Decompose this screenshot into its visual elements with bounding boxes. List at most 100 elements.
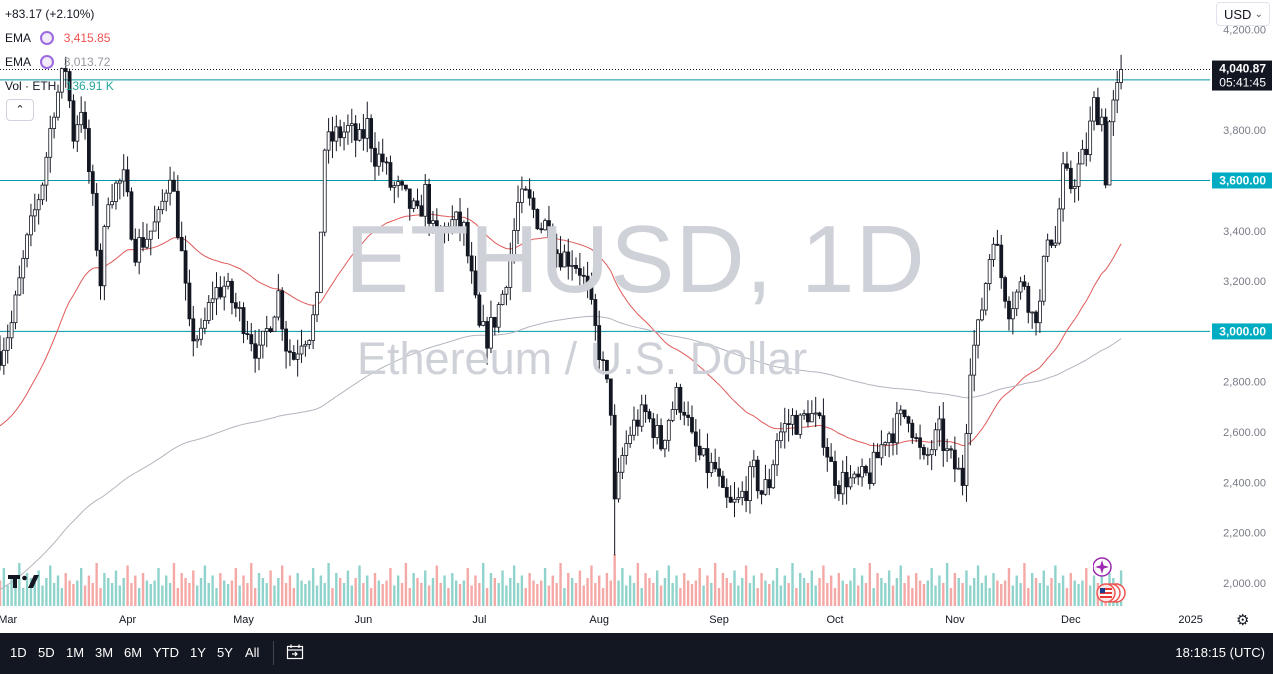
candle-body <box>404 185 407 189</box>
timeframe-5y-button[interactable]: 5Y <box>217 645 233 660</box>
timeframe-3m-button[interactable]: 3M <box>95 645 113 660</box>
timeframe-all-button[interactable]: All <box>245 645 259 660</box>
volume-bar <box>238 586 240 607</box>
volume-label: Vol · ETH <box>5 79 56 93</box>
volume-bar <box>223 581 225 607</box>
timeframe-1d-button[interactable]: 1D <box>10 645 27 660</box>
candle-body <box>292 352 295 359</box>
volume-bar <box>865 583 867 606</box>
volume-bar <box>586 578 588 606</box>
candle-body <box>300 346 303 354</box>
candle-body <box>853 474 856 478</box>
volume-bar <box>300 581 302 607</box>
volume-bar <box>845 584 847 606</box>
candle <box>733 482 736 517</box>
time-tick-label: Mar <box>0 614 18 626</box>
candle <box>737 488 740 504</box>
candle-body <box>748 467 751 501</box>
cycle-icon[interactable] <box>40 55 54 69</box>
candle <box>242 302 245 343</box>
cycle-icon[interactable] <box>40 31 54 45</box>
candle-body <box>683 412 686 415</box>
volume-bar <box>316 586 318 607</box>
candle-body <box>250 335 253 344</box>
candle <box>942 402 945 467</box>
candle-body <box>764 480 767 495</box>
volume-legend[interactable]: Vol · ETH 136.91 K <box>5 79 114 93</box>
volume-bar <box>760 573 762 606</box>
price-axis[interactable]: 2,000.00 2,200.00 2,400.00 2,600.00 2,800.00… <box>1212 25 1272 591</box>
ema-fast-legend[interactable]: EMA 3,415.85 <box>5 31 110 45</box>
volume-bar <box>188 583 190 606</box>
candle <box>710 453 713 477</box>
volume-bar <box>656 571 658 607</box>
volume-bar <box>687 581 689 607</box>
collapse-legend-button[interactable]: ⌃ <box>6 99 34 121</box>
candle-body <box>946 449 949 451</box>
candle-body <box>996 244 999 245</box>
candle-body <box>795 415 798 434</box>
candle <box>841 460 844 504</box>
candle <box>265 316 268 347</box>
volume-bar <box>335 573 337 606</box>
candle-body <box>992 244 995 259</box>
volume-bar <box>934 586 936 607</box>
tradingview-logo[interactable] <box>8 573 40 594</box>
sparkle-icon[interactable] <box>1093 558 1111 576</box>
candle-body <box>0 352 2 366</box>
volume-bar <box>354 578 356 606</box>
date-range-icon[interactable] <box>286 643 304 661</box>
event-badges[interactable] <box>1093 557 1133 610</box>
timeframe-6m-button[interactable]: 6M <box>124 645 142 660</box>
candle <box>992 237 995 267</box>
candle <box>211 282 214 321</box>
timeframe-ytd-button[interactable]: YTD <box>153 645 179 660</box>
timeframe-1m-button[interactable]: 1M <box>66 645 84 660</box>
volume-bar <box>907 576 909 607</box>
volume-bar <box>242 576 244 607</box>
price-tick-label: 2,800.00 <box>1223 377 1266 389</box>
candle <box>799 413 802 438</box>
volume-bar <box>849 581 851 607</box>
candle-body <box>95 193 98 250</box>
volume-bar <box>262 578 264 606</box>
timeframe-5d-button[interactable]: 5D <box>38 645 55 660</box>
volume-bar <box>702 586 704 607</box>
volume-bar <box>691 584 693 606</box>
candle <box>323 149 326 237</box>
candle <box>621 447 624 479</box>
candle <box>165 189 168 211</box>
candle <box>381 139 384 172</box>
candle-body <box>1073 186 1076 188</box>
candle <box>292 345 295 360</box>
price-chart[interactable]: 2,000.00 2,200.00 2,400.00 2,600.00 2,800.00… <box>0 0 1273 633</box>
candle-body <box>315 293 318 315</box>
volume-bar <box>142 573 144 606</box>
volume-bar <box>1027 588 1029 606</box>
volume-bar <box>389 568 391 606</box>
candle-body <box>953 450 956 469</box>
candle <box>984 282 987 315</box>
timeframe-1y-button[interactable]: 1Y <box>190 645 206 660</box>
volume-bar <box>424 571 426 607</box>
ema-slow-legend[interactable]: EMA 3,013.72 <box>5 55 110 69</box>
volume-bar <box>320 576 322 607</box>
candle <box>946 439 949 462</box>
candle <box>373 132 376 180</box>
us-flag-icon[interactable] <box>1097 584 1125 602</box>
candle-body <box>269 329 272 332</box>
utc-clock[interactable]: 18:18:15 (UTC) <box>1175 645 1265 660</box>
candle <box>969 358 972 445</box>
candle-body <box>872 452 875 483</box>
currency-selector[interactable]: USD ⌄ <box>1216 2 1270 26</box>
settings-gear-icon[interactable]: ⚙ <box>1236 611 1249 629</box>
time-axis[interactable]: Mar Apr May Jun Jul Aug Sep Oct Nov Dec 2025 <box>0 614 1203 626</box>
volume-bar <box>903 583 905 606</box>
candle <box>393 181 396 203</box>
candle-body <box>114 183 117 201</box>
volume-bar <box>756 588 758 606</box>
candle-body <box>980 310 983 320</box>
candle <box>339 120 342 147</box>
price-tick-label: 2,000.00 <box>1223 578 1266 590</box>
candle <box>72 94 75 148</box>
